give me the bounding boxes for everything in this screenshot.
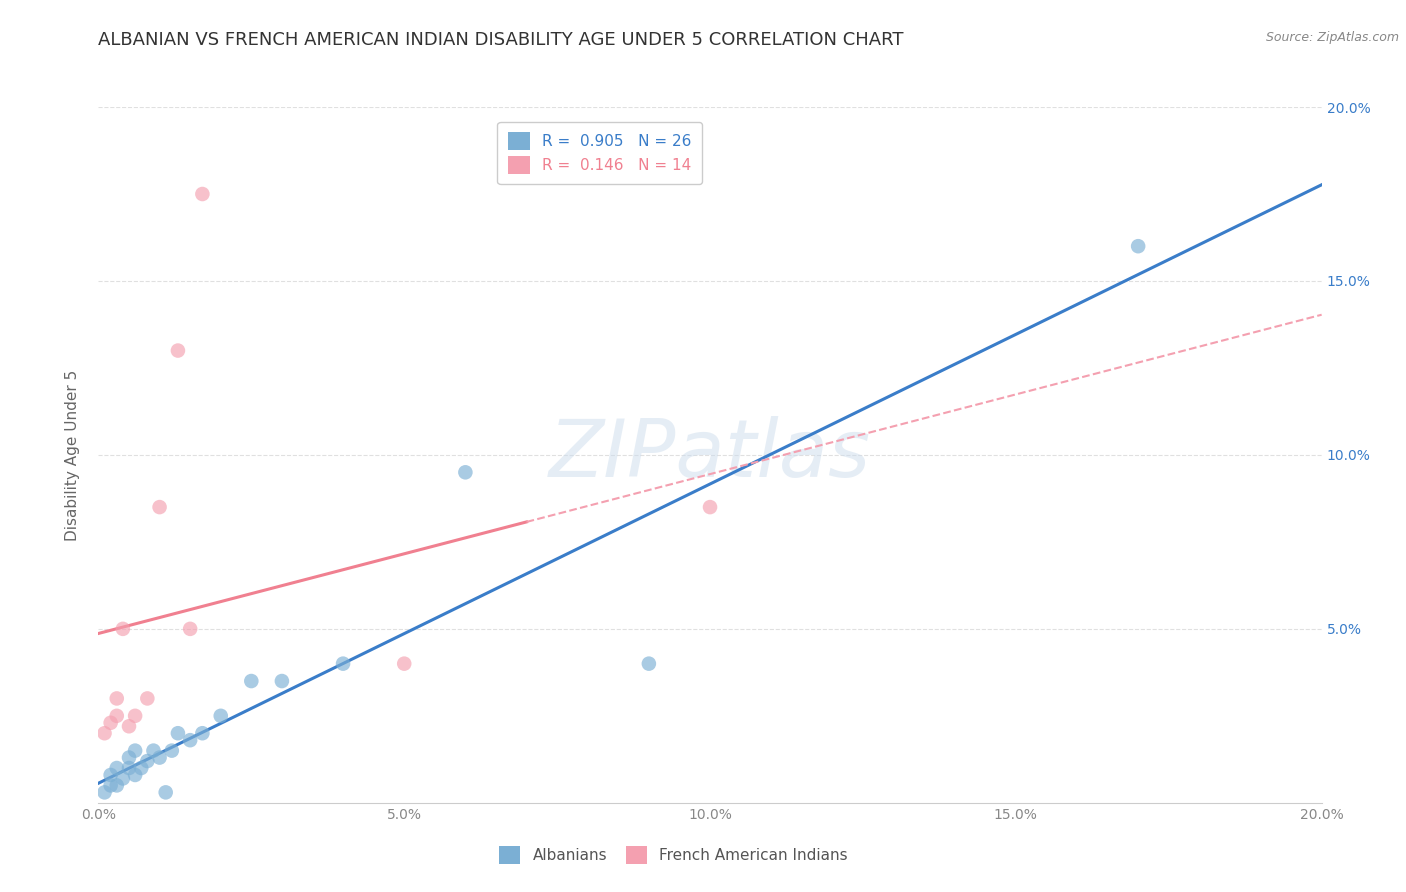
Point [637, 657, 661, 671]
Point [105, 778, 128, 792]
Point [149, 750, 172, 764]
Point [136, 754, 159, 768]
Text: Source: ZipAtlas.com: Source: ZipAtlas.com [1265, 31, 1399, 45]
Legend: Albanians, French American Indians: Albanians, French American Indians [491, 838, 855, 871]
Point [100, 768, 122, 782]
Point [160, 744, 183, 758]
Point [124, 744, 146, 758]
Point [100, 715, 122, 730]
Point [191, 187, 214, 202]
Point [105, 708, 128, 723]
Point [118, 761, 141, 775]
Point [93, 726, 115, 740]
Point [209, 708, 232, 723]
Point [179, 622, 201, 636]
Point [111, 622, 134, 636]
Point [167, 343, 190, 358]
Point [1128, 239, 1150, 253]
Point [179, 733, 201, 747]
Point [699, 500, 721, 514]
Point [105, 691, 128, 706]
Point [136, 691, 159, 706]
Point [240, 674, 263, 689]
Point [105, 761, 128, 775]
Point [118, 750, 141, 764]
Point [93, 785, 115, 799]
Point [124, 708, 146, 723]
Text: ALBANIAN VS FRENCH AMERICAN INDIAN DISABILITY AGE UNDER 5 CORRELATION CHART: ALBANIAN VS FRENCH AMERICAN INDIAN DISAB… [98, 31, 904, 49]
Point [111, 772, 134, 786]
Point [270, 674, 292, 689]
Y-axis label: Disability Age Under 5: Disability Age Under 5 [65, 369, 80, 541]
Point [118, 719, 141, 733]
Point [191, 726, 214, 740]
Point [155, 785, 177, 799]
Point [392, 657, 416, 671]
Point [167, 726, 190, 740]
Point [124, 768, 146, 782]
Point [149, 500, 172, 514]
Text: ZIPatlas: ZIPatlas [548, 416, 872, 494]
Point [129, 761, 152, 775]
Point [100, 778, 122, 792]
Point [142, 744, 165, 758]
Point [454, 466, 477, 480]
Point [332, 657, 354, 671]
